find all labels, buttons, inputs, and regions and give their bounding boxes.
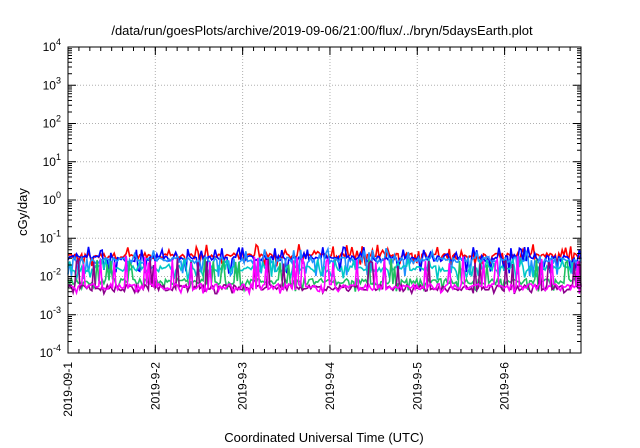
series-layer [67, 243, 582, 297]
series-line-7 [67, 255, 582, 297]
y-tick-label: 103 [43, 75, 61, 92]
chart-title: /data/run/goesPlots/archive/2019-09-06/2… [111, 23, 533, 38]
y-axis-ticks: 10-4 10-3 10-2 10-1 100 101 102 103 104 [40, 37, 581, 360]
x-tick-label: 2019-9-6 [498, 362, 512, 410]
y-tick-label: 100 [43, 190, 61, 207]
y-tick-label: 101 [43, 152, 61, 169]
y-tick-label: 10-1 [40, 228, 61, 245]
y-tick-label: 10-3 [40, 305, 61, 322]
grid-lines [68, 47, 581, 353]
x-tick-label: 2019-9-2 [148, 362, 162, 410]
x-tick-label: 2019-9-4 [323, 362, 337, 410]
y-axis-label: cGy/day [15, 188, 30, 236]
x-axis-ticks: 2019-09-1 2019-9-2 2019-9-3 2019-9-4 2019-9-… [61, 47, 582, 417]
x-tick-label: 2019-9-5 [410, 362, 424, 410]
y-tick-label: 104 [43, 37, 61, 54]
y-tick-label: 102 [43, 114, 61, 131]
x-tick-label: 2019-9-3 [236, 362, 250, 410]
y-tick-label: 10-4 [40, 343, 61, 360]
x-tick-label: 2019-09-1 [61, 362, 75, 417]
y-tick-label: 10-2 [40, 267, 61, 284]
x-axis-label: Coordinated Universal Time (UTC) [224, 430, 423, 445]
